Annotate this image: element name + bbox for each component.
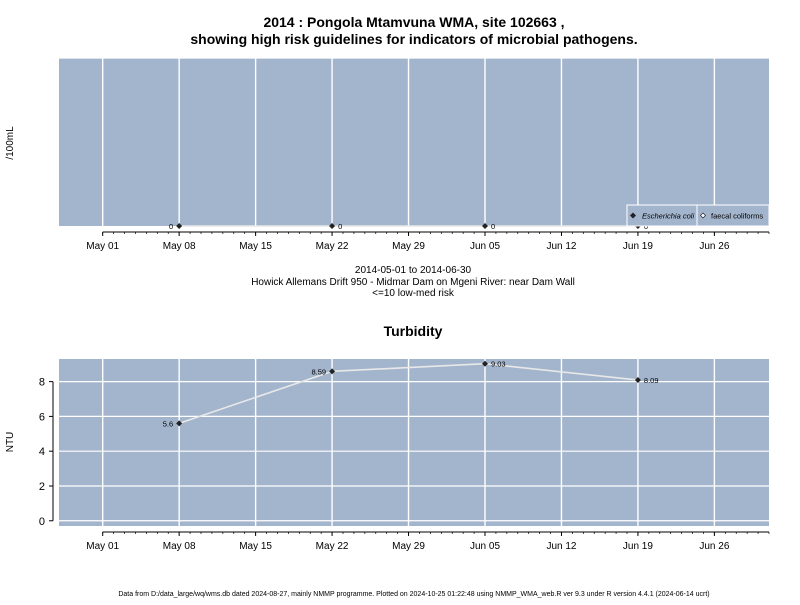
data-point <box>634 377 641 384</box>
microbial-x-axis: May 01 May 08 May 15 May 22 May 29 Jun 05 Jun … <box>86 231 770 252</box>
data-label: 5.6 <box>163 419 173 428</box>
x-tick-label: Jun 12 <box>546 241 576 252</box>
data-label: 9.03 <box>491 360 506 369</box>
data-point <box>329 223 336 229</box>
data-label: 0 <box>169 222 173 231</box>
x-tick-label: May 01 <box>86 241 119 252</box>
microbial-y-axis-label: /100mL <box>5 126 16 160</box>
data-point <box>176 420 183 427</box>
y-tick-label: 0 <box>39 516 45 528</box>
y-tick-label: 2 <box>39 481 45 493</box>
turbidity-x-axis: May 01 May 08 May 15 May 22 May 29 Jun 05 Jun … <box>86 531 770 552</box>
turbidity-gridlines <box>59 359 769 526</box>
data-point <box>482 223 488 229</box>
turbidity-y-axis: 0 2 4 6 8 <box>39 377 54 528</box>
x-tick-label: Jun 05 <box>470 241 500 252</box>
turbidity-y-axis-label: NTU <box>5 432 16 453</box>
data-label: 0 <box>491 222 495 231</box>
caption-date-range: 2014-05-01 to 2014-06-30 <box>355 265 472 276</box>
x-tick-label: Jun 12 <box>546 541 576 552</box>
turbidity-panel: 5.6 8.59 9.03 8.09 May 01 May 08 May 15 May 22… <box>5 359 770 552</box>
x-tick-label: Jun 19 <box>623 541 653 552</box>
x-tick-label: Jun 26 <box>699 541 729 552</box>
caption-risk: <=10 low-med risk <box>372 288 455 299</box>
data-point <box>329 368 336 375</box>
x-tick-label: Jun 26 <box>699 241 729 252</box>
x-tick-label: Jun 19 <box>623 241 653 252</box>
caption-site: Howick Allemans Drift 950 - Midmar Dam o… <box>251 277 575 288</box>
x-tick-label: May 22 <box>316 541 349 552</box>
microbial-gridlines <box>59 57 769 226</box>
legend-ecoli-marker <box>630 212 636 219</box>
x-tick-label: May 08 <box>163 241 196 252</box>
x-tick-label: May 15 <box>239 241 272 252</box>
y-tick-label: 8 <box>39 377 45 389</box>
turbidity-title: Turbidity <box>384 323 443 339</box>
y-tick-label: 6 <box>39 411 45 423</box>
legend-faecal-marker <box>700 212 706 219</box>
y-tick-label: 4 <box>39 446 45 458</box>
microbial-plot-area <box>59 58 769 226</box>
main-title-line1: 2014 : Pongola Mtamvuna WMA, site 102663… <box>263 14 564 30</box>
x-tick-label: May 01 <box>86 541 119 552</box>
data-point <box>482 360 488 367</box>
data-label: 8.59 <box>311 367 326 376</box>
legend: Escherichia coli faecal coliforms <box>626 204 770 227</box>
x-tick-label: May 29 <box>392 541 425 552</box>
legend-ecoli-label: Escherichia coli <box>642 212 694 221</box>
turbidity-series: 5.6 8.59 9.03 8.09 <box>163 360 659 429</box>
x-tick-label: May 08 <box>163 541 196 552</box>
x-tick-label: May 22 <box>316 241 349 252</box>
series-line <box>178 362 639 425</box>
data-label: 8.09 <box>644 376 659 385</box>
data-point <box>176 223 183 229</box>
legend-faecal-label: faecal coliforms <box>711 212 763 221</box>
x-tick-label: May 15 <box>239 541 272 552</box>
main-title-line2: showing high risk guidelines for indicat… <box>190 31 637 47</box>
x-tick-label: Jun 05 <box>470 541 500 552</box>
footer-note: Data from D:/data_large/wq/wms.db dated … <box>118 591 709 598</box>
x-tick-label: May 29 <box>392 241 425 252</box>
data-label: 0 <box>338 222 342 231</box>
legend-box <box>626 204 770 227</box>
turbidity-plot-area <box>59 359 769 526</box>
